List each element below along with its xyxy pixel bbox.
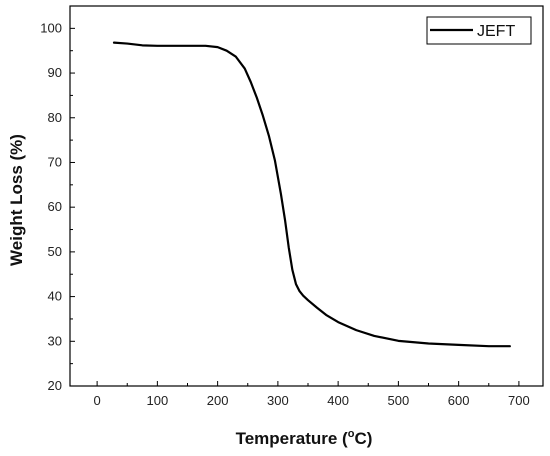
y-axis-title: Weight Loss (%) [7, 134, 26, 266]
x-tick-label: 200 [207, 393, 229, 408]
x-tick-label: 700 [508, 393, 530, 408]
x-tick-label: 100 [147, 393, 169, 408]
legend: JEFT [426, 16, 532, 45]
series-line-jeft [112, 41, 511, 348]
y-tick-label: 60 [48, 199, 62, 214]
legend-label-jeft: JEFT [477, 23, 515, 40]
x-tick-label: 600 [448, 393, 470, 408]
y-tick-label: 100 [40, 20, 62, 35]
y-tick-label: 90 [48, 65, 62, 80]
y-tick-label: 50 [48, 244, 62, 259]
x-tick-label: 400 [327, 393, 349, 408]
x-tick-label: 300 [267, 393, 289, 408]
y-tick-label: 40 [48, 289, 62, 304]
y-tick-label: 80 [48, 110, 62, 125]
x-tick-label: 0 [93, 393, 100, 408]
y-tick-label: 20 [48, 378, 62, 393]
y-tick-label: 30 [48, 333, 62, 348]
y-tick-label: 70 [48, 154, 62, 169]
x-axis-title-unit: C) [354, 429, 372, 448]
x-axis-title: Temperature (oC) [236, 428, 373, 448]
x-tick-label: 500 [388, 393, 410, 408]
plot-frame [69, 5, 544, 387]
x-axis-title-sup: o [348, 428, 355, 440]
x-axis-title-main: Temperature ( [236, 429, 348, 448]
